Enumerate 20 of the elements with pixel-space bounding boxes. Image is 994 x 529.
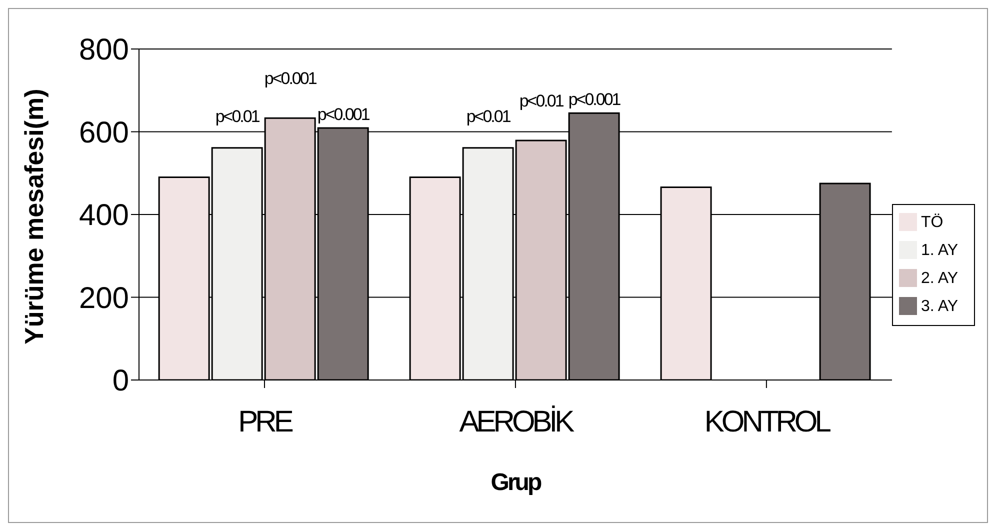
- data-label: p<0.01: [466, 106, 511, 126]
- y-tick-label: 400: [78, 199, 129, 232]
- data-label: p<0.001: [568, 90, 621, 110]
- legend-label: TÖ: [920, 214, 944, 230]
- legend-label: 3. AY: [920, 298, 958, 314]
- x-tick-label: AEROBİK: [459, 404, 575, 438]
- x-tick-label: KONTROL: [704, 405, 831, 438]
- legend-label: 1. AY: [920, 242, 958, 258]
- legend-label: 2. AY: [920, 270, 958, 286]
- y-tick-label: 200: [78, 282, 129, 315]
- x-axis-title: Grup: [490, 469, 542, 496]
- y-tick-label: 600: [78, 116, 129, 150]
- y-tick-label: 0: [112, 364, 129, 398]
- x-tick-label: PRE: [238, 405, 293, 438]
- data-label: p<0.01: [519, 91, 564, 110]
- data-label: p<0.001: [317, 105, 370, 124]
- data-label: p<0.001: [264, 69, 317, 88]
- y-tick-label: 800: [78, 34, 129, 67]
- y-axis-title: Yürüme mesafesi(m): [19, 88, 50, 344]
- data-label: p<0.01: [215, 106, 260, 126]
